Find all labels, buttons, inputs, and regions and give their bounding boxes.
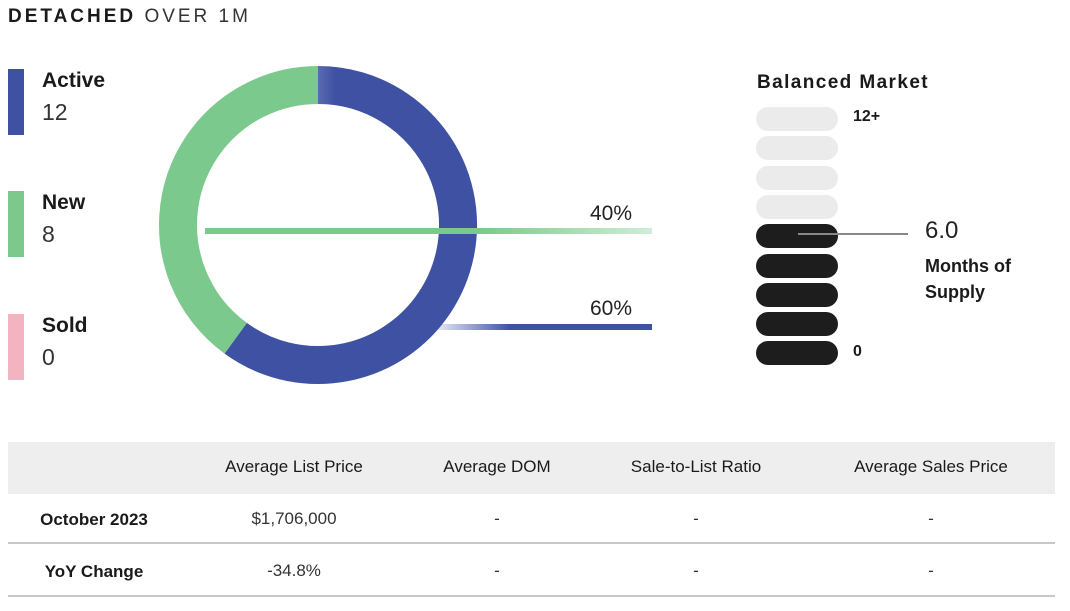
header-sale-to-list-ratio: Sale-to-List Ratio <box>630 457 762 476</box>
page-title: DETACHED OVER 1M <box>8 6 251 28</box>
legend-value-new: 8 <box>42 221 55 247</box>
months-of-supply-label: Months of Supply <box>925 256 1011 302</box>
title-light: OVER 1M <box>144 6 251 27</box>
supply-level-filled <box>756 312 838 337</box>
scale-top-label: 12+ <box>853 108 881 125</box>
scale-bottom-label: 0 <box>853 343 862 360</box>
legend-swatch-sold <box>8 314 24 380</box>
header-average-sales-price: Average Sales Price <box>854 457 1008 476</box>
cell-sales-price-oct: - <box>928 509 934 528</box>
pct-label-new: 40% <box>590 202 633 225</box>
title-bold: DETACHED <box>8 6 137 27</box>
market-title: Balanced Market <box>757 72 930 93</box>
donut-slice-active-start <box>317 66 404 124</box>
row-label-october-2023: October 2023 <box>40 510 148 529</box>
supply-level-filled <box>756 341 838 366</box>
months-of-supply-indicator <box>798 233 908 235</box>
header-average-list-price: Average List Price <box>225 457 363 476</box>
cell-list-price-yoy: -34.8% <box>267 561 321 580</box>
cell-sales-price-yoy: - <box>928 561 934 580</box>
legend-swatch-active <box>8 69 24 135</box>
cell-dom-yoy: - <box>494 561 500 580</box>
donut-slice-new-start <box>169 268 248 354</box>
supply-level-filled <box>756 253 838 278</box>
donut-slice-active <box>224 89 477 385</box>
cell-sale-to-list-yoy: - <box>693 561 699 580</box>
row-divider <box>8 595 1055 597</box>
legend-value-active: 12 <box>42 99 68 125</box>
supply-level-empty <box>756 136 838 161</box>
cell-list-price-oct: $1,706,000 <box>251 509 337 528</box>
legend-label-new: New <box>42 191 86 214</box>
months-of-supply-value: 6.0 <box>925 217 959 244</box>
header-average-dom: Average DOM <box>443 457 551 476</box>
cell-dom-oct: - <box>494 509 500 528</box>
row-divider <box>8 542 1055 544</box>
legend-value-sold: 0 <box>42 344 55 370</box>
table-header-row <box>8 442 1055 494</box>
donut-slice-new <box>159 66 319 286</box>
supply-level-filled <box>756 224 838 249</box>
pct-label-active: 60% <box>590 297 633 320</box>
leader-line-active <box>435 324 652 330</box>
leader-line-new <box>205 228 652 234</box>
cell-sale-to-list-oct: - <box>693 509 699 528</box>
supply-level-empty <box>756 194 838 219</box>
supply-level-empty <box>756 165 838 190</box>
supply-level-filled <box>756 282 838 307</box>
supply-level-empty <box>756 107 838 131</box>
legend-swatch-new <box>8 191 24 257</box>
legend-label-active: Active <box>42 69 106 92</box>
legend-label-sold: Sold <box>42 314 88 337</box>
donut-chart <box>159 66 652 385</box>
row-label-yoy-change: YoY Change <box>44 562 144 581</box>
